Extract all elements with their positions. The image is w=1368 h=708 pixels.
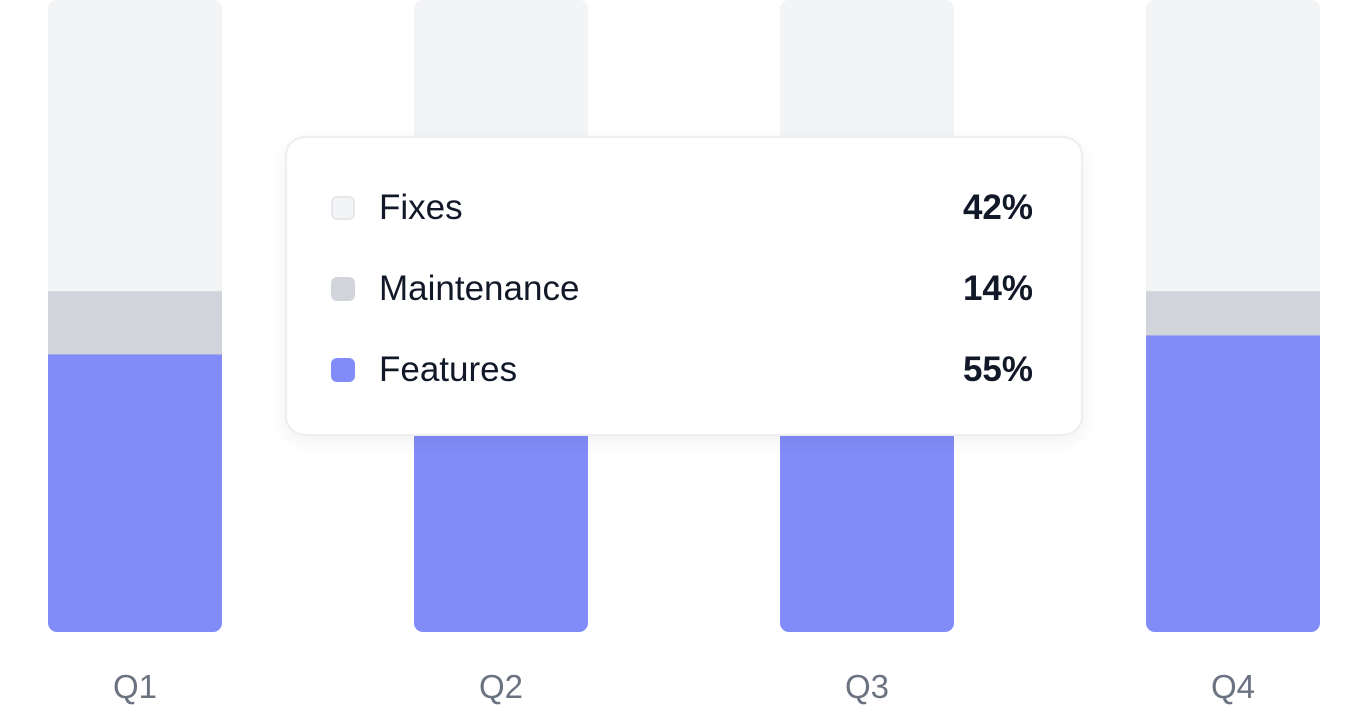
- maintenance-swatch-icon: [331, 277, 355, 301]
- bar-segment-features-q1[interactable]: [48, 353, 222, 633]
- x-axis-ticks: Q1 Q2 Q3 Q4: [113, 668, 1255, 705]
- bar-segment-maintenance-q1[interactable]: [48, 290, 222, 355]
- tooltip-label: Fixes: [379, 188, 463, 227]
- bar-segment-maintenance-q4[interactable]: [1146, 290, 1320, 336]
- x-tick-label-q4: Q4: [1211, 668, 1255, 705]
- tooltip-value: 55%: [962, 350, 1033, 389]
- features-swatch-icon: [331, 358, 355, 382]
- fixes-swatch-icon: [331, 196, 355, 220]
- x-tick-label-q2: Q2: [479, 668, 523, 705]
- chart-tooltip: Fixes 42% Maintenance 14% Features 55%: [285, 136, 1083, 436]
- bar-segment-features-q4[interactable]: [1146, 334, 1320, 633]
- x-tick-label-q1: Q1: [113, 668, 157, 705]
- bar-q4[interactable]: [1146, 0, 1320, 633]
- tooltip-row-features: Features 55%: [331, 345, 1033, 395]
- bar-segment-fixes-q1[interactable]: [48, 0, 222, 292]
- tooltip-label: Features: [379, 350, 518, 389]
- bar-segment-fixes-q4[interactable]: [1146, 0, 1320, 292]
- tooltip-value: 42%: [962, 188, 1033, 227]
- x-tick-label-q3: Q3: [845, 668, 889, 705]
- tooltip-row-fixes: Fixes 42%: [331, 183, 1033, 233]
- tooltip-value: 14%: [962, 269, 1033, 308]
- tooltip-label: Maintenance: [379, 269, 580, 308]
- bar-q1[interactable]: [48, 0, 222, 633]
- tooltip-row-maintenance: Maintenance 14%: [331, 264, 1033, 314]
